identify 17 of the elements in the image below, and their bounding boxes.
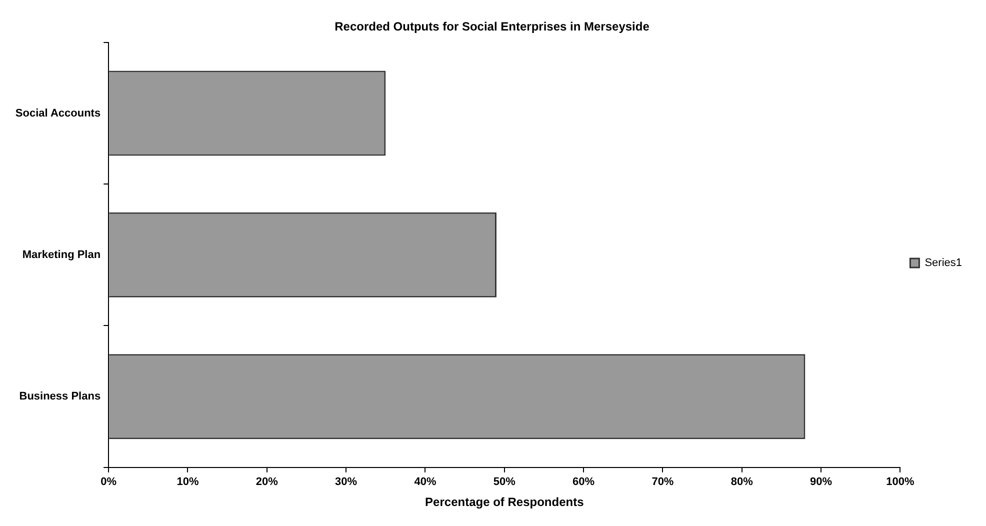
x-tick-label: 80% <box>730 476 754 488</box>
legend-label: Series1 <box>924 257 962 270</box>
chart-title: Recorded Outputs for Social Enterprises in Merseyside <box>334 20 650 34</box>
y-tick-label: Marketing Plan <box>22 248 101 261</box>
x-tick-label: 30% <box>335 476 358 488</box>
x-tick-label: 0% <box>100 476 117 488</box>
x-tick-label: 10% <box>176 476 199 488</box>
x-axis-title: Percentage of Respondents <box>425 495 584 510</box>
x-tick-label: 100% <box>886 476 914 488</box>
x-tick-label: 90% <box>810 476 832 488</box>
x-tick-label: 40% <box>414 476 436 488</box>
x-tick-label: 20% <box>256 476 278 488</box>
x-tick-label: 60% <box>572 476 595 488</box>
y-tick-label: Social Accounts <box>15 107 101 120</box>
x-tick-label: 50% <box>493 476 516 488</box>
y-tick-label: Business Plans <box>19 390 101 403</box>
x-tick-label: 70% <box>652 476 674 488</box>
